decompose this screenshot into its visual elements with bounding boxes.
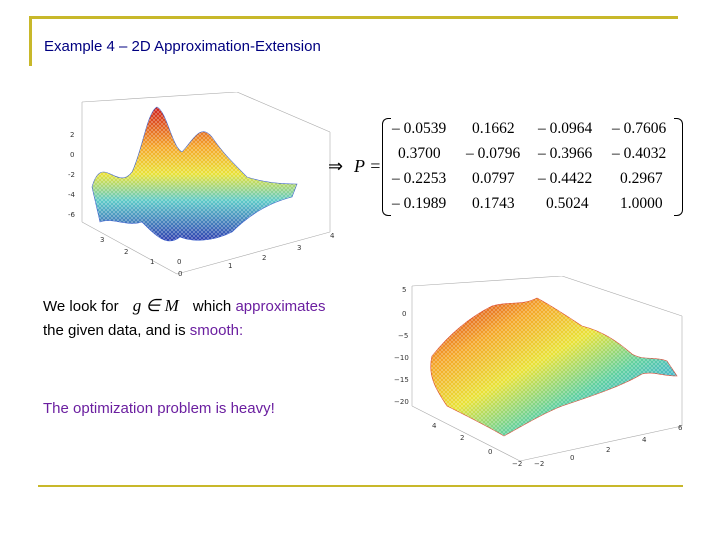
bottom-z-tick: −5	[398, 332, 408, 340]
bottom-z-tick: −20	[394, 398, 409, 406]
top-y-tick: 2	[124, 248, 128, 256]
bottom-z-tick: 5	[402, 286, 406, 294]
slide-title: Example 4 – 2D Approximation-Extension	[44, 38, 321, 55]
bottom-y-tick: 0	[488, 448, 492, 456]
text-we-look-for: We look for	[43, 298, 119, 315]
text-given-data: the given data, and is	[43, 322, 186, 339]
top-y-tick: 0	[177, 258, 181, 266]
bottom-x-tick: 4	[642, 436, 647, 444]
top-z-tick: 0	[70, 151, 74, 159]
implies-symbol: ⇒	[328, 156, 344, 176]
top-z-tick: -6	[68, 211, 76, 219]
top-z-tick: -2	[68, 171, 75, 179]
math-g-in-M: g ∈ M	[132, 296, 179, 315]
top-x-tick: 2	[262, 254, 266, 262]
top-rule	[31, 16, 678, 19]
matrix-cell: – 0.4422	[538, 170, 593, 187]
top-x-tick: 3	[297, 244, 301, 252]
bottom-rule	[38, 485, 683, 487]
bottom-z-tick: 0	[402, 310, 406, 318]
bottom-plot-axes	[411, 276, 683, 462]
matrix-P: ⇒ P = – 0.0539 0.1662 – 0.0964 – 0.7606 …	[322, 116, 684, 220]
left-rule	[29, 16, 32, 66]
top-surface-plot: 2 0 -2 -4 -6 0 1 2 3 4 0 1 2 3	[68, 92, 335, 278]
top-x-tick: 1	[228, 262, 232, 270]
bottom-x-tick: −2	[534, 460, 544, 468]
matrix-cell: – 0.0539	[392, 120, 447, 137]
matrix-cell: – 0.2253	[392, 170, 447, 187]
top-z-tick: -4	[68, 191, 76, 199]
matrix-cell: – 0.3966	[538, 145, 593, 162]
bottom-x-tick: 2	[606, 446, 610, 454]
bottom-y-tick: 2	[460, 434, 464, 442]
bottom-z-tick: −15	[394, 376, 409, 384]
top-y-tick: 3	[100, 236, 104, 244]
matrix-cell: – 0.1989	[392, 195, 447, 212]
text-which: which	[192, 298, 232, 315]
matrix-cell: 0.1662	[472, 120, 515, 137]
matrix-cell: 0.2967	[620, 170, 663, 187]
matrix-left-bracket	[382, 118, 391, 216]
bottom-y-tick: −2	[512, 460, 522, 468]
conclusion-text: The optimization problem is heavy!	[43, 400, 275, 417]
matrix-cell: – 0.0796	[466, 145, 521, 162]
top-plot-axes	[81, 92, 331, 275]
matrix-cell: – 0.0964	[538, 120, 593, 137]
text-smooth: smooth:	[189, 322, 244, 339]
matrix-cell: 0.3700	[398, 145, 441, 162]
text-approximates: approximates	[235, 298, 326, 315]
top-x-tick: 0	[178, 270, 182, 278]
top-x-tick: 4	[330, 232, 335, 240]
bottom-surface-plot: 5 0 −5 −10 −15 −20 −2 0 2 4 6 −2 0 2 4	[394, 276, 683, 468]
top-z-tick: 2	[70, 131, 74, 139]
matrix-cell: – 0.7606	[612, 120, 667, 137]
matrix-cell: – 0.4032	[612, 145, 667, 162]
matrix-label: P =	[354, 156, 382, 176]
matrix-cell: 0.5024	[546, 195, 589, 212]
top-y-tick: 1	[150, 258, 154, 266]
text-line-1: We look for g ∈ M which approximates	[43, 296, 326, 316]
text-line-2: the given data, and is smooth:	[43, 322, 243, 339]
bottom-z-tick: −10	[394, 354, 409, 362]
matrix-cell: 0.0797	[472, 170, 515, 187]
matrix-right-bracket	[674, 118, 683, 216]
bottom-x-tick: 0	[570, 454, 574, 462]
bottom-x-tick: 6	[678, 424, 683, 432]
matrix-cell: 0.1743	[472, 195, 515, 212]
matrix-cell: 1.0000	[620, 195, 663, 212]
bottom-y-tick: 4	[432, 422, 437, 430]
